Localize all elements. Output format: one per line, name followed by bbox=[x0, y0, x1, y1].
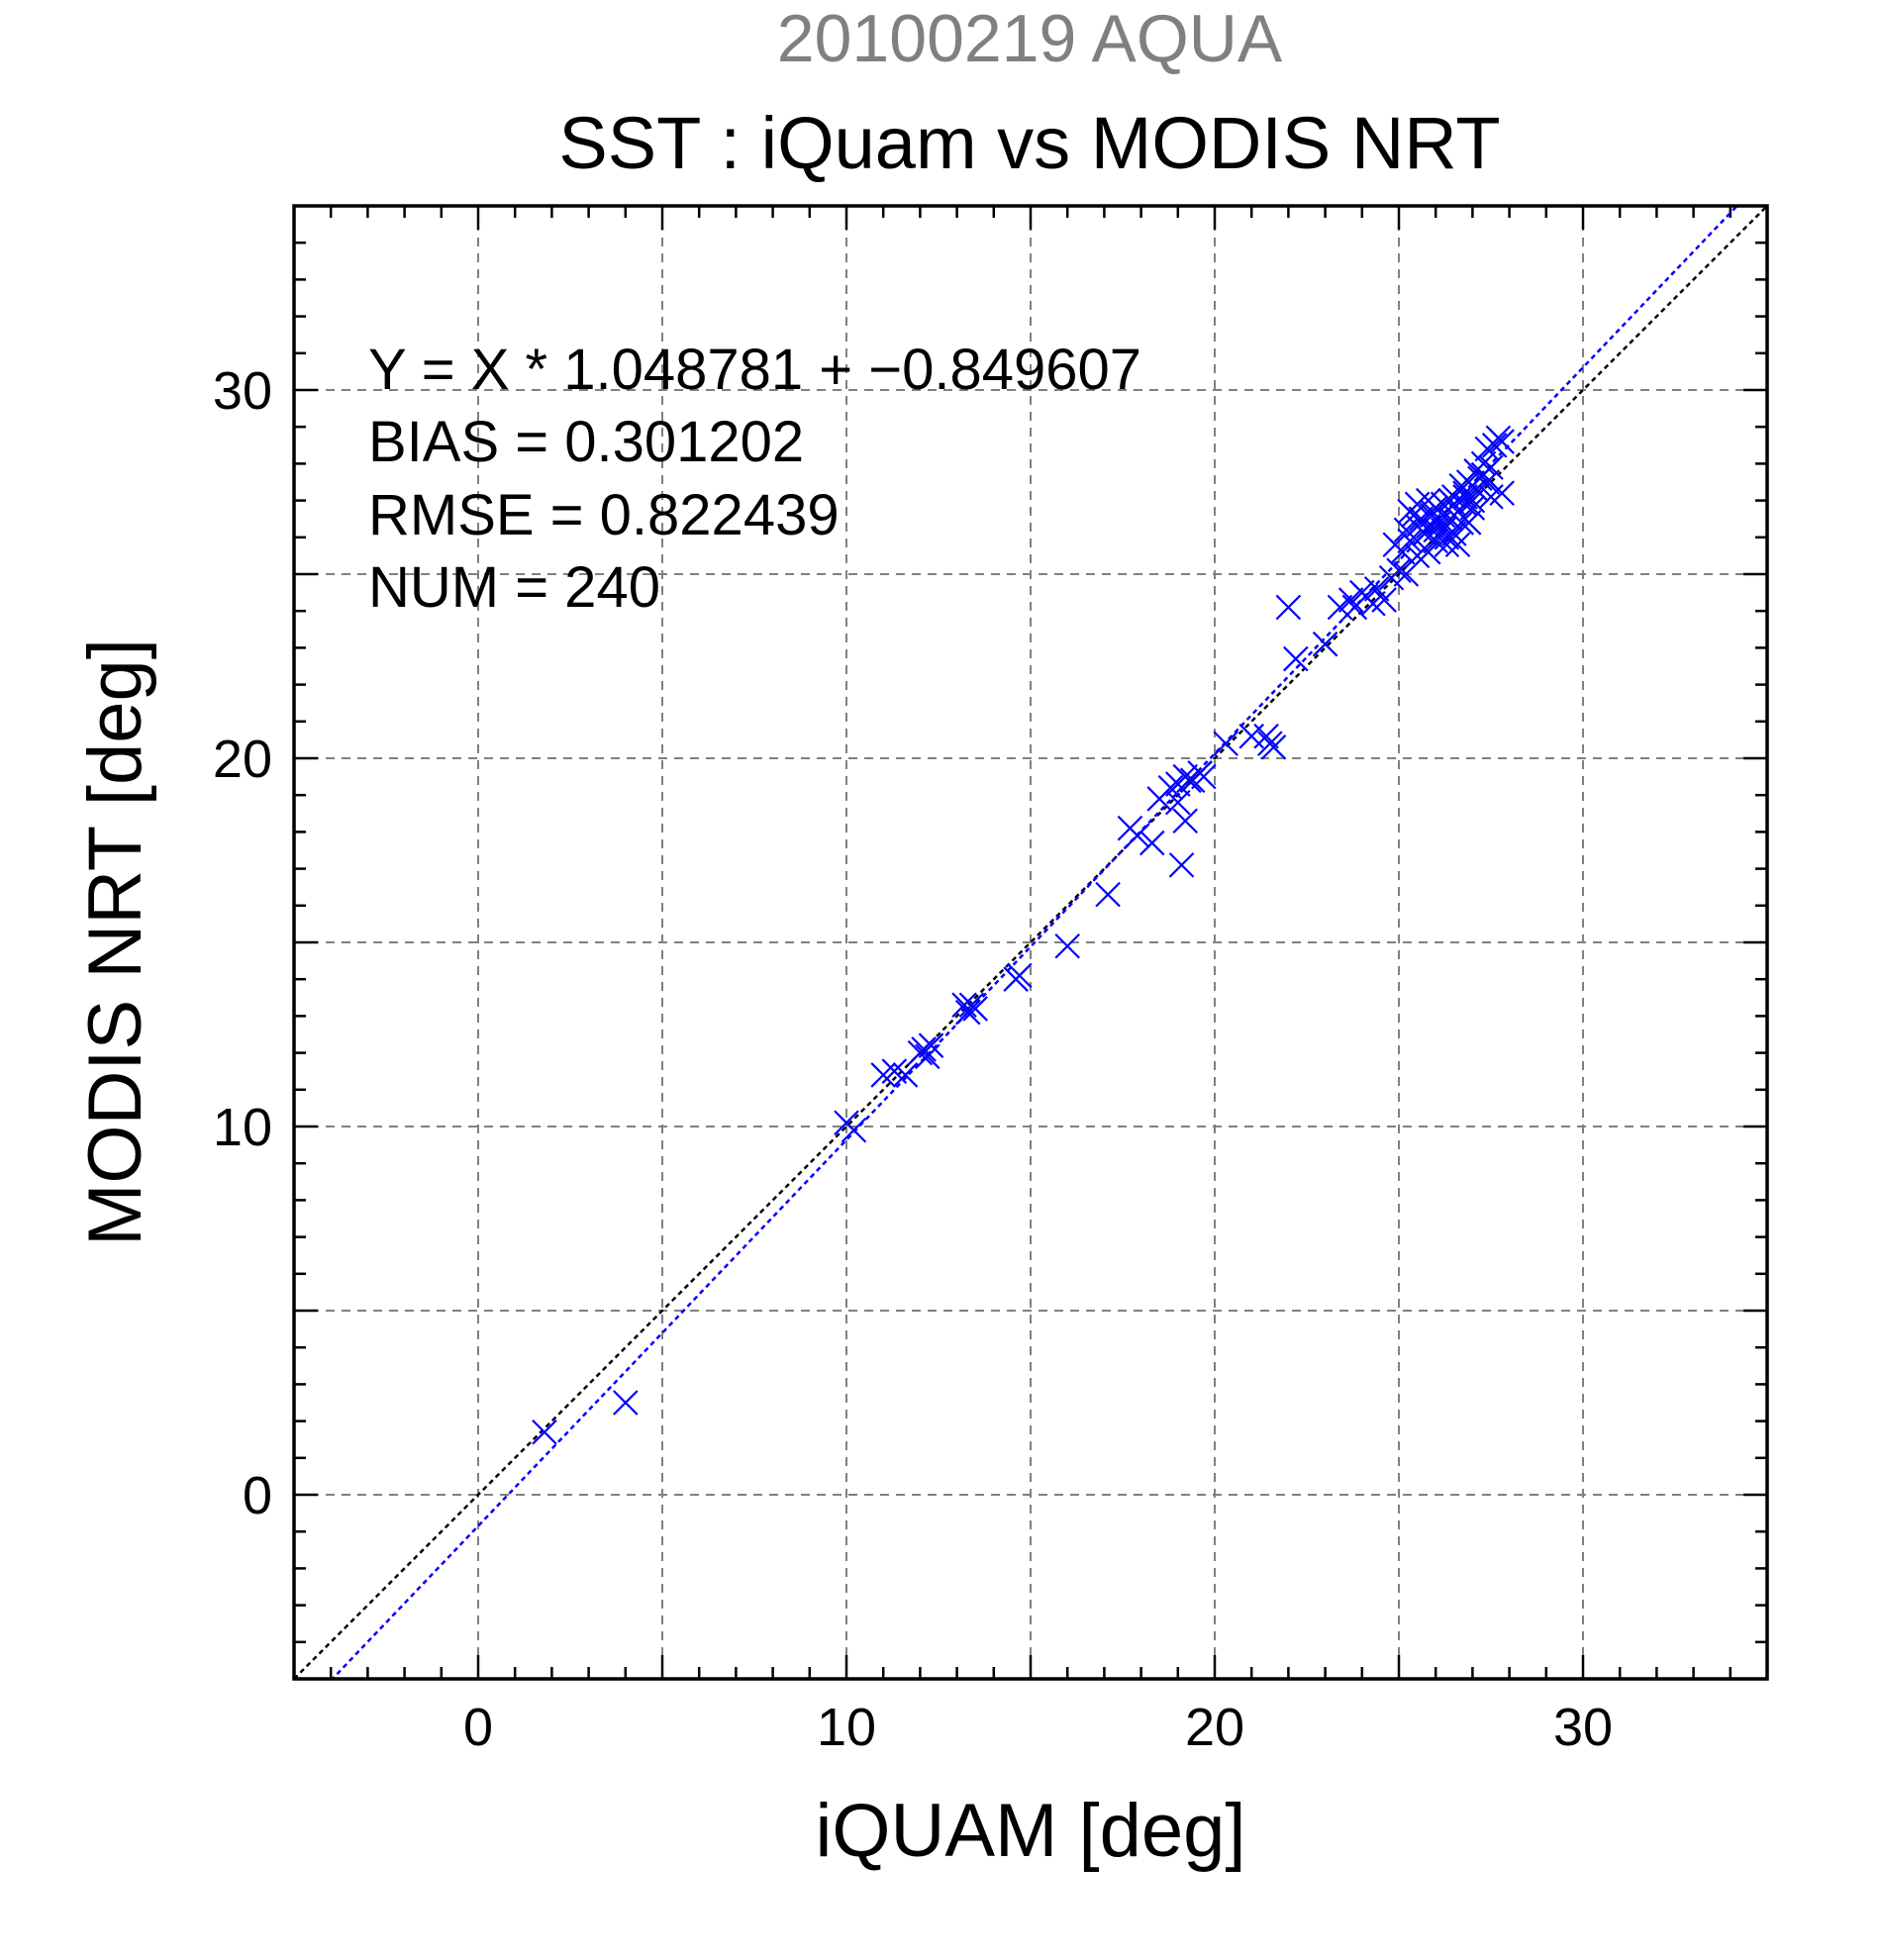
x-tick-label: 10 bbox=[817, 1698, 876, 1757]
data-point bbox=[1253, 723, 1279, 749]
data-point bbox=[613, 1390, 639, 1416]
data-point bbox=[1389, 539, 1416, 565]
data-point bbox=[1448, 510, 1475, 536]
data-point bbox=[892, 1062, 919, 1088]
data-point bbox=[962, 996, 988, 1022]
data-point bbox=[532, 1419, 557, 1445]
data-point bbox=[1363, 576, 1390, 602]
data-point bbox=[1397, 528, 1423, 554]
data-point bbox=[918, 1032, 944, 1058]
axis-ticks bbox=[294, 206, 1767, 1679]
data-point bbox=[1397, 498, 1423, 525]
data-point bbox=[1444, 532, 1471, 558]
data-point bbox=[1095, 881, 1121, 908]
data-point bbox=[1327, 594, 1353, 621]
data-point bbox=[911, 1036, 937, 1062]
regression-line bbox=[331, 206, 1739, 1679]
y-tick-label: 0 bbox=[243, 1466, 272, 1525]
y-axis-label: MODIS NRT [deg] bbox=[73, 638, 157, 1246]
data-point bbox=[1452, 484, 1478, 510]
data-point bbox=[1393, 561, 1420, 587]
data-point bbox=[1191, 763, 1217, 790]
data-point bbox=[1434, 532, 1460, 558]
data-point bbox=[1474, 469, 1501, 495]
data-point bbox=[1455, 510, 1482, 536]
bias-stat: BIAS = 0.301202 bbox=[368, 410, 804, 474]
data-point bbox=[1337, 587, 1364, 613]
x-tick-label: 20 bbox=[1185, 1698, 1244, 1757]
plot-frame bbox=[292, 204, 1769, 1681]
reference-lines bbox=[294, 206, 1767, 1679]
data-point bbox=[1007, 962, 1033, 989]
data-point bbox=[1054, 932, 1080, 959]
data-point bbox=[1437, 487, 1463, 514]
data-point bbox=[954, 999, 981, 1026]
stats-annotation: Y = X * 1.048781 + −0.849607 BIAS = 0.30… bbox=[368, 338, 1141, 620]
chart-title: SST : iQuam vs MODIS NRT bbox=[558, 102, 1500, 184]
x-tick-label: 0 bbox=[463, 1698, 493, 1757]
data-point bbox=[1408, 506, 1435, 532]
data-point bbox=[1213, 731, 1238, 756]
data-point bbox=[1172, 808, 1199, 834]
date-label: 20100219 AQUA bbox=[777, 1, 1283, 76]
data-point bbox=[1478, 484, 1504, 510]
data-point bbox=[1481, 433, 1508, 458]
regression-equation: Y = X * 1.048781 + −0.849607 bbox=[368, 338, 1141, 402]
data-point bbox=[1459, 495, 1486, 521]
data-point bbox=[1138, 830, 1165, 856]
data-point bbox=[1168, 852, 1195, 878]
data-point bbox=[1371, 587, 1397, 613]
data-point bbox=[1489, 429, 1515, 454]
data-point bbox=[1176, 767, 1202, 794]
x-tick-label: 30 bbox=[1553, 1698, 1613, 1757]
grid bbox=[294, 206, 1767, 1679]
data-point bbox=[1423, 517, 1448, 543]
data-point bbox=[841, 1117, 867, 1143]
rmse-stat: RMSE = 0.822439 bbox=[368, 483, 840, 547]
y-tick-label: 10 bbox=[213, 1098, 272, 1157]
x-axis-label: iQUAM [deg] bbox=[815, 1789, 1245, 1873]
data-point bbox=[1125, 823, 1150, 848]
data-point bbox=[1165, 789, 1191, 816]
data-point bbox=[1312, 631, 1338, 657]
y-tick-label: 30 bbox=[213, 361, 272, 421]
num-stat: NUM = 240 bbox=[368, 555, 660, 620]
data-point bbox=[1260, 735, 1287, 760]
data-points bbox=[532, 425, 1515, 1445]
data-point bbox=[1283, 645, 1309, 672]
data-point bbox=[1157, 774, 1184, 801]
tick-labels: 0 10 20 30 0 10 20 30 bbox=[213, 361, 1613, 1757]
data-point bbox=[1415, 539, 1441, 565]
y-tick-label: 20 bbox=[213, 730, 272, 789]
data-point bbox=[1238, 723, 1264, 749]
data-point bbox=[1275, 594, 1302, 621]
